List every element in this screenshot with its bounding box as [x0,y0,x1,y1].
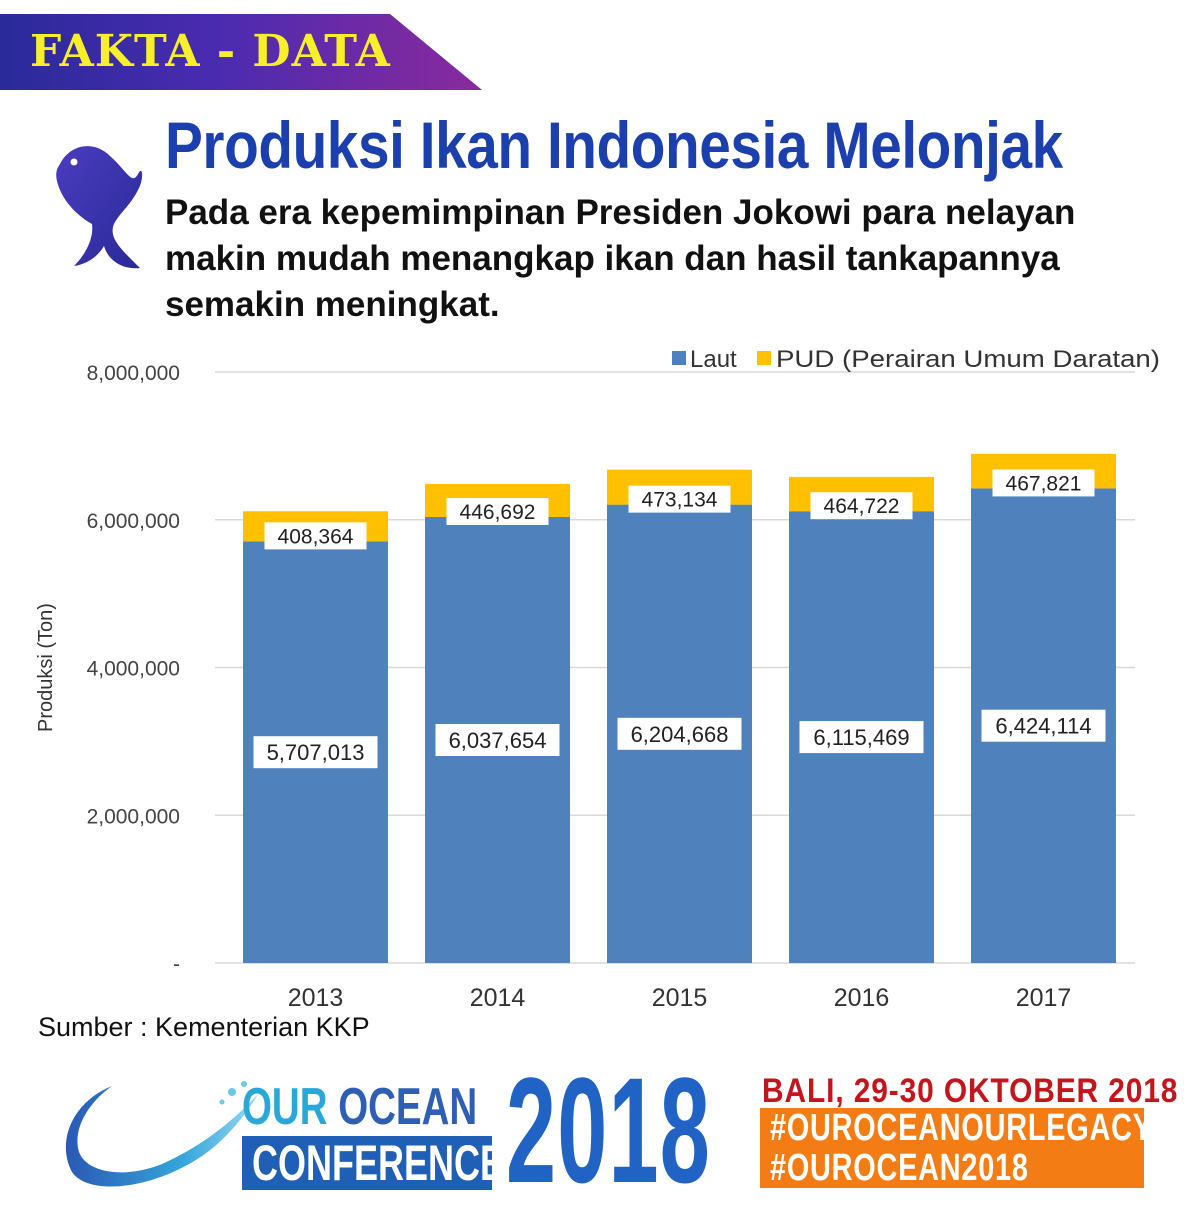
laut-value-label: 6,424,114 [995,714,1091,739]
pud-value-label: 467,821 [1006,472,1082,495]
laut-value-label: 5,707,013 [267,740,365,765]
production-chart: - 2,000,000 4,000,000 6,000,000 8,000,000 Pro… [35,346,1160,1012]
conference-ocean: OCEAN [338,1078,478,1136]
pud-value-label: 464,722 [824,495,900,518]
x-tick-label: 2017 [1016,984,1072,1012]
y-tick-label: 6,000,000 [87,510,180,533]
y-tick-label: 4,000,000 [87,658,180,681]
x-tick-label: 2016 [834,984,890,1012]
legend-label-pud: PUD (Perairan Umum Daratan) [776,346,1160,373]
pud-label-box [628,485,731,513]
y-tick-label: 2,000,000 [87,805,180,828]
y-tick-label: 8,000,000 [87,362,180,385]
pud-value-label: 408,364 [278,525,354,548]
laut-label-box [253,736,378,769]
conference-name-top: OUR OCEAN [242,1076,477,1138]
laut-value-label: 6,204,668 [631,722,729,747]
fakta-data-banner [0,14,482,90]
legend-swatch-laut [672,351,686,365]
pud-label-box [264,522,367,550]
ocean-wave-logo [65,1081,258,1187]
pud-value-label: 473,134 [642,489,718,512]
laut-label-box [435,723,560,756]
pud-label-box [446,497,549,525]
pud-label-box [992,469,1095,497]
hashtag-ocean2018: #OUROCEAN2018 [770,1147,1029,1189]
legend-swatch-pud [757,351,771,365]
x-tick-label: 2013 [288,984,344,1012]
conference-word: CONFERENCE [252,1135,505,1191]
laut-value-label: 6,115,469 [813,725,909,750]
conference-our: OUR [242,1078,328,1136]
conference-year: 2018 [506,1046,712,1214]
page-subtitle: Pada era kepemimpinan Presiden Jokowi pa… [165,193,1076,324]
y-tick-label: - [173,953,180,976]
hashtag-box: #OUROCEANOURLEGACY #OUROCEAN2018 [760,1108,1152,1189]
fish-icon [56,146,143,269]
hashtag-legacy: #OUROCEANOURLEGACY [770,1107,1153,1149]
laut-value-label: 6,037,654 [449,728,547,753]
source-note: Sumber : Kementerian KKP [38,1012,370,1042]
pud-value-label: 446,692 [460,501,536,524]
fakta-data-label: FAKTA - DATA [30,26,391,77]
laut-label-box [981,709,1106,742]
x-tick-label: 2014 [470,984,526,1012]
x-tick-label: 2015 [652,984,708,1012]
event-date: BALI, 29-30 OKTOBER 2018 [762,1072,1179,1110]
laut-label-box [617,717,742,750]
pud-label-box [810,492,913,520]
y-axis-label: Produksi (Ton) [35,603,57,732]
legend-label-laut: Laut [690,346,737,373]
laut-label-box [799,721,924,754]
conference-name-bottom: CONFERENCE [242,1135,504,1191]
page-title: Produksi Ikan Indonesia Melonjak [165,108,1063,182]
